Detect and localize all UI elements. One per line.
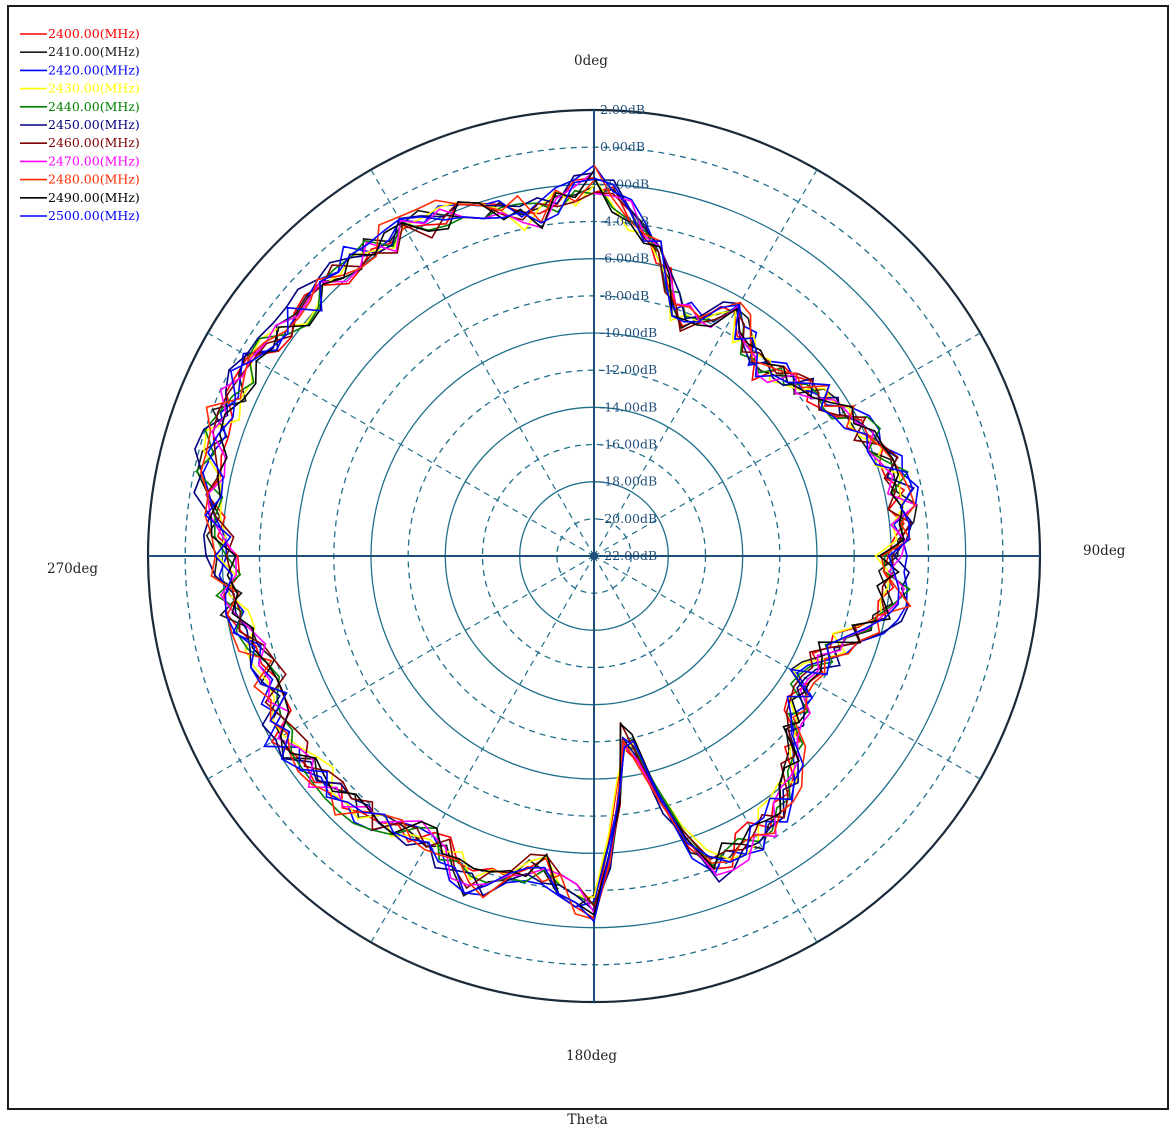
radial-tick-label: -6.00dB [600, 251, 649, 266]
angle-label: 90deg [1083, 543, 1126, 559]
legend-label: 2460.00(MHz) [48, 135, 140, 150]
radial-tick-label: 2.00dB [600, 102, 645, 117]
grid-spoke [593, 555, 981, 780]
legend-label: 2430.00(MHz) [48, 81, 140, 96]
grid-spoke [593, 332, 981, 557]
legend-label: 2440.00(MHz) [48, 99, 140, 114]
grid-spoke [207, 332, 595, 557]
radial-tick-label: 0.00dB [600, 139, 645, 154]
legend-label: 2450.00(MHz) [48, 117, 140, 132]
radial-tick-label: -12.00dB [600, 362, 657, 377]
radial-tick-label: -8.00dB [600, 288, 649, 303]
radial-tick-label: -16.00dB [600, 437, 657, 452]
radial-tick-labels: 2.00dB 0.00dB -2.00dB -4.00dB -6.00dB -8.00dB… [600, 102, 657, 563]
series-layer [193, 164, 919, 924]
x-axis-label: Theta [567, 1112, 608, 1128]
radial-tick-label: -14.00dB [600, 399, 657, 414]
grid-spoke [593, 555, 818, 943]
polar-grid [146, 108, 1042, 1004]
legend: 2400.00(MHz) 2410.00(MHz) 2420.00(MHz) 2430… [20, 26, 140, 223]
series-line [210, 170, 905, 917]
legend-label: 2480.00(MHz) [48, 172, 140, 187]
legend-label: 2470.00(MHz) [48, 153, 140, 168]
angle-labels: 0deg 90deg 180deg 270deg [47, 53, 1126, 1064]
legend-label: 2400.00(MHz) [48, 26, 140, 41]
angle-label: 270deg [47, 561, 98, 577]
radial-tick-label: -4.00dB [600, 214, 649, 229]
plot-frame [7, 5, 1169, 1110]
grid-spoke [370, 169, 595, 557]
legend-label: 2500.00(MHz) [48, 208, 140, 223]
series-line [204, 177, 914, 924]
grid-spoke [370, 555, 595, 943]
radial-tick-label: -20.00dB [600, 511, 657, 526]
radial-tick-label: -10.00dB [600, 325, 657, 340]
grid-spoke [593, 169, 818, 557]
series-line [206, 171, 918, 915]
legend-label: 2490.00(MHz) [48, 190, 140, 205]
radial-tick-label: -18.00dB [600, 474, 657, 489]
radial-tick-label: -22.00dB [600, 548, 657, 563]
grid-spoke [207, 555, 595, 780]
series-line [199, 164, 916, 921]
center-point [590, 552, 598, 560]
angle-label: 180deg [566, 1048, 617, 1064]
legend-label: 2420.00(MHz) [48, 62, 140, 77]
series-line [203, 177, 905, 899]
legend-label: 2410.00(MHz) [48, 44, 140, 59]
radial-tick-label: -2.00dB [600, 176, 649, 191]
series-line [193, 172, 915, 912]
angle-label: 0deg [574, 53, 608, 69]
